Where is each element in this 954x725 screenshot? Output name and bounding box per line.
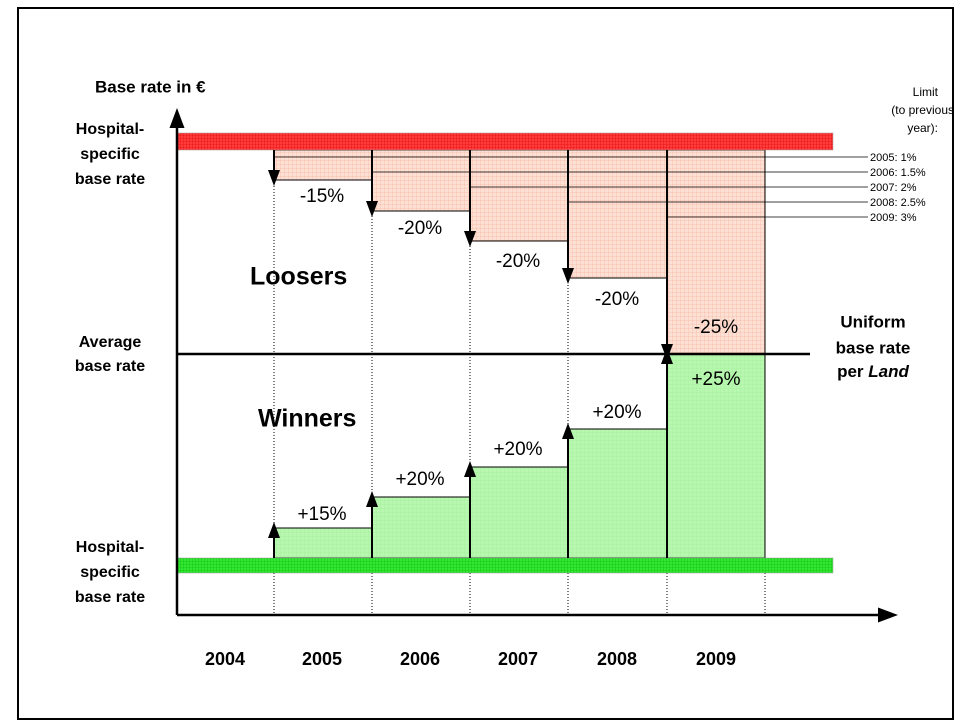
percent: +20% bbox=[493, 439, 542, 460]
percent: -20% bbox=[595, 289, 639, 310]
label: base rate bbox=[836, 338, 911, 357]
label: per Land bbox=[837, 362, 909, 381]
winner-areas bbox=[273, 353, 766, 559]
year: 2007 bbox=[498, 649, 538, 669]
limit-header-line: (to previous bbox=[891, 103, 954, 117]
label: specific bbox=[80, 564, 140, 581]
limit: 2008: 2.5% bbox=[870, 197, 926, 209]
year: 2008 bbox=[597, 649, 637, 669]
limits: 2005: 1% 2006: 1.5% 2007: 2% 2008: 2.5% … bbox=[870, 152, 926, 224]
winners-title: Winners bbox=[258, 405, 356, 433]
label: Average bbox=[79, 334, 142, 351]
label: base rate bbox=[75, 589, 145, 606]
label: Hospital- bbox=[76, 121, 144, 138]
years: 2004 2005 2006 2007 2008 2009 bbox=[205, 649, 736, 669]
right-label: Uniform base rate per Land bbox=[836, 312, 911, 381]
percent: +20% bbox=[395, 469, 444, 490]
losers-title: Loosers bbox=[250, 263, 347, 291]
percent: -15% bbox=[300, 186, 344, 207]
limit-header-line: year): bbox=[907, 121, 938, 135]
label-part: Land bbox=[868, 362, 909, 381]
frame bbox=[17, 7, 954, 720]
year: 2005 bbox=[302, 649, 342, 669]
winner-labels: +15% +20% +20% +20% +25% bbox=[297, 369, 740, 525]
percent: +15% bbox=[297, 504, 346, 525]
loser-labels: -15% -20% -20% -20% -25% bbox=[300, 186, 738, 338]
hospital-rate-high bbox=[176, 132, 834, 151]
year: 2009 bbox=[696, 649, 736, 669]
arrows bbox=[268, 150, 673, 558]
label: specific bbox=[80, 146, 140, 163]
limit: 2005: 1% bbox=[870, 152, 917, 164]
limit-header: Limit (to previous year): bbox=[891, 85, 954, 135]
percent: +20% bbox=[592, 402, 641, 423]
label-part: per bbox=[837, 362, 864, 381]
limit-header-line: Limit bbox=[913, 85, 939, 99]
label: base rate bbox=[75, 358, 145, 375]
limit: 2006: 1.5% bbox=[870, 167, 926, 179]
percent: -20% bbox=[496, 251, 540, 272]
limit: 2009: 3% bbox=[870, 212, 917, 224]
hospital-rate-low bbox=[176, 557, 834, 574]
left-labels: Hospital- specific base rate Average bas… bbox=[75, 121, 145, 606]
label: Uniform bbox=[840, 312, 905, 331]
year: 2004 bbox=[205, 649, 245, 669]
year: 2006 bbox=[400, 649, 440, 669]
percent: +25% bbox=[691, 369, 740, 390]
label: Hospital- bbox=[76, 539, 144, 556]
label: base rate bbox=[75, 171, 145, 188]
limit: 2007: 2% bbox=[870, 182, 917, 194]
axis-label: Base rate in € bbox=[95, 77, 206, 96]
percent: -25% bbox=[694, 317, 738, 338]
percent: -20% bbox=[398, 218, 442, 239]
